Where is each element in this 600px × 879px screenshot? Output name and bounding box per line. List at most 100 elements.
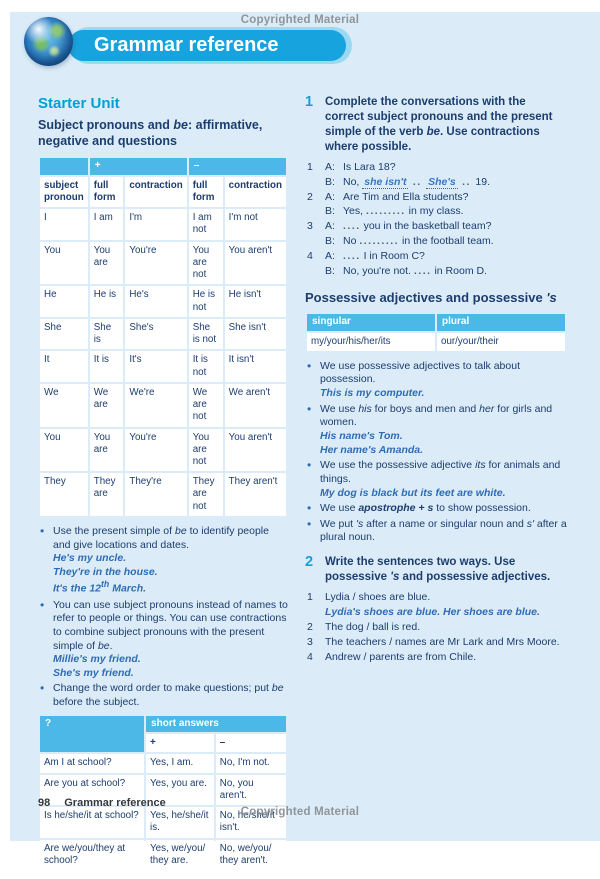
text-segment: be — [271, 682, 284, 695]
text-segment: Possessive adjectives and possessive — [305, 290, 547, 305]
table-cell: They aren't — [224, 473, 286, 516]
section-title: Starter Unit — [38, 95, 120, 112]
table-cell: She is — [89, 318, 124, 350]
text-segment: Are Tim and Ella students? — [343, 190, 469, 203]
conversation-lines: A: Is Lara 18? B: No, she isn't .. She's ..… — [325, 160, 567, 190]
dialogue-line: A: Are Tim and Ella students? — [325, 190, 567, 205]
conversation-item: 4 A:.... I in Room C? B: No, you're not. ..… — [307, 249, 567, 279]
sentence-item: 3 The teachers / names are Mr Lark and Mr… — [307, 635, 567, 650]
table-cell: You are — [89, 241, 124, 285]
table-cell: No, you aren't. — [215, 774, 286, 806]
dialogue-line: B: No, you're not. .... in Room D. — [325, 264, 567, 279]
rule-item: We use apostrophe + s to show possession… — [305, 501, 567, 516]
table-cell: No, he/she/it isn't. — [215, 807, 286, 838]
text-segment: you in the basketball team? — [360, 220, 492, 233]
text-segment: Lydia's shoes are blue. Her shoes are bl… — [325, 605, 540, 618]
table-cell: They — [40, 473, 88, 516]
table-cell: She is not — [188, 318, 223, 350]
text-segment: Her name's Amanda. — [320, 443, 424, 456]
be-forms-table: + – subject pronoun full form contractio… — [38, 156, 288, 518]
table-row: ? short answers — [40, 715, 286, 753]
text-segment: No, — [343, 175, 363, 188]
table-cell: We are — [89, 383, 124, 427]
dialogue-text: .... I in Room C? — [343, 249, 425, 264]
answer-blank-dots: .. — [408, 175, 427, 188]
dialogue-text: No, you're not. .... in Room D. — [343, 264, 487, 279]
table-cell: He — [40, 286, 88, 317]
text-segment: She's my friend. — [53, 666, 134, 679]
possessive-adjectives-table: singular plural my/your/his/her/its our/y… — [305, 312, 567, 353]
text-segment: 19. — [475, 175, 490, 188]
dialogue-text: .... you in the basketball team? — [343, 219, 491, 234]
rule-item: We use the possessive adjective its for … — [305, 458, 567, 500]
dialogue-text: Yes, ......... in my class. — [343, 204, 464, 219]
text-segment: Use the present simple of — [53, 524, 175, 537]
plural-header: plural — [437, 314, 565, 331]
rule-item: You can use subject pronouns instead of … — [38, 598, 288, 681]
table-cell: She — [40, 318, 88, 350]
text-segment: Millie's my friend. — [53, 653, 141, 666]
text-segment: We use — [320, 502, 359, 515]
sentence-prompt: The dog / ball is red. — [325, 620, 567, 635]
table-cell: my/your/his/her/its — [307, 332, 435, 351]
copyright-watermark-top: Copyrighted Material — [240, 14, 360, 26]
conversation-items: 1 A: Is Lara 18? B: No, she isn't .. She's .… — [305, 160, 567, 279]
text-segment: March. — [109, 582, 147, 595]
text-segment: before the subject. — [53, 696, 140, 709]
text-segment: after a name or singular noun and — [363, 517, 527, 530]
item-number: 1 — [307, 160, 313, 173]
table-row: subject pronoun full form contraction fu… — [40, 176, 286, 208]
page-footer: 98 Grammar reference — [38, 797, 166, 809]
dialogue-line: A:.... I in Room C? — [325, 249, 567, 264]
table-cell: We are not — [188, 383, 223, 427]
table-cell: Yes, you are. — [146, 774, 214, 806]
text-segment: No — [343, 235, 360, 248]
table-cell: You aren't — [224, 428, 286, 472]
table-cell: They are not — [188, 473, 223, 516]
short-answers-header: short answers — [146, 715, 286, 733]
sentence-items: 1 Lydia / shoes are blue. Lydia's shoes ar… — [305, 590, 567, 665]
rule-item: Use the present simple of be to identify… — [38, 524, 288, 597]
text-segment: be — [97, 639, 110, 652]
text-segment: th — [101, 579, 110, 590]
question-header: ? — [40, 715, 145, 753]
text-segment: her — [479, 402, 495, 415]
exercise-2-header: 2 Write the sentences two ways. Use poss… — [305, 554, 567, 585]
exercise-1-header: 1 Complete the conversations with the co… — [305, 94, 567, 155]
table-cell: Yes, I am. — [146, 754, 214, 773]
sentence-body: The dog / ball is red. — [325, 620, 567, 635]
rule-text: We put 's after a name or singular noun … — [320, 518, 567, 545]
table-cell: She isn't — [224, 318, 286, 350]
dialogue-line: A:.... you in the basketball team? — [325, 219, 567, 234]
speaker-label: B: — [325, 265, 335, 278]
table-cell: You are — [89, 428, 124, 472]
text-segment: Change the word order to make questions;… — [53, 682, 272, 695]
text-segment: . Use contractions where possible. — [325, 125, 540, 153]
answer-blank-dots: .. — [457, 175, 476, 188]
table-cell: I'm not — [224, 209, 286, 240]
text-segment: Yes, — [343, 205, 366, 218]
right-column: 1 Complete the conversations with the co… — [305, 94, 567, 672]
conversation-item: 1 A: Is Lara 18? B: No, she isn't .. She's .… — [307, 160, 567, 190]
table-cell: It is not — [188, 351, 223, 382]
table-cell: our/your/their — [437, 332, 565, 351]
table-cell: Am I at school? — [40, 754, 145, 773]
table-row: Am I at school? Yes, I am. No, I'm not. — [40, 754, 286, 773]
sentence-body: Lydia / shoes are blue. Lydia's shoes are… — [325, 590, 567, 620]
text-segment: Subject pronouns and — [38, 118, 174, 132]
example-sentence: She's my friend. — [53, 667, 288, 681]
possessive-heading: Possessive adjectives and possessive 's — [305, 290, 567, 305]
text-segment: The dog / ball is red. — [325, 620, 421, 633]
item-number: 2 — [307, 620, 313, 633]
table-row: You You are You're You are not You aren't — [40, 428, 286, 472]
table-cell: She's — [125, 318, 187, 350]
text-segment: be — [174, 524, 187, 537]
text-segment: . — [109, 639, 113, 652]
affirmative-subheader: + — [146, 734, 214, 753]
text-segment: to show possession. — [433, 502, 531, 515]
exercise-number: 1 — [305, 94, 314, 110]
table-row: We We are We're We are not We aren't — [40, 383, 286, 427]
conversation-item: 3 A:.... you in the basketball team? B: No … — [307, 219, 567, 249]
page-title: Grammar reference — [68, 30, 346, 61]
table-cell: We aren't — [224, 383, 286, 427]
